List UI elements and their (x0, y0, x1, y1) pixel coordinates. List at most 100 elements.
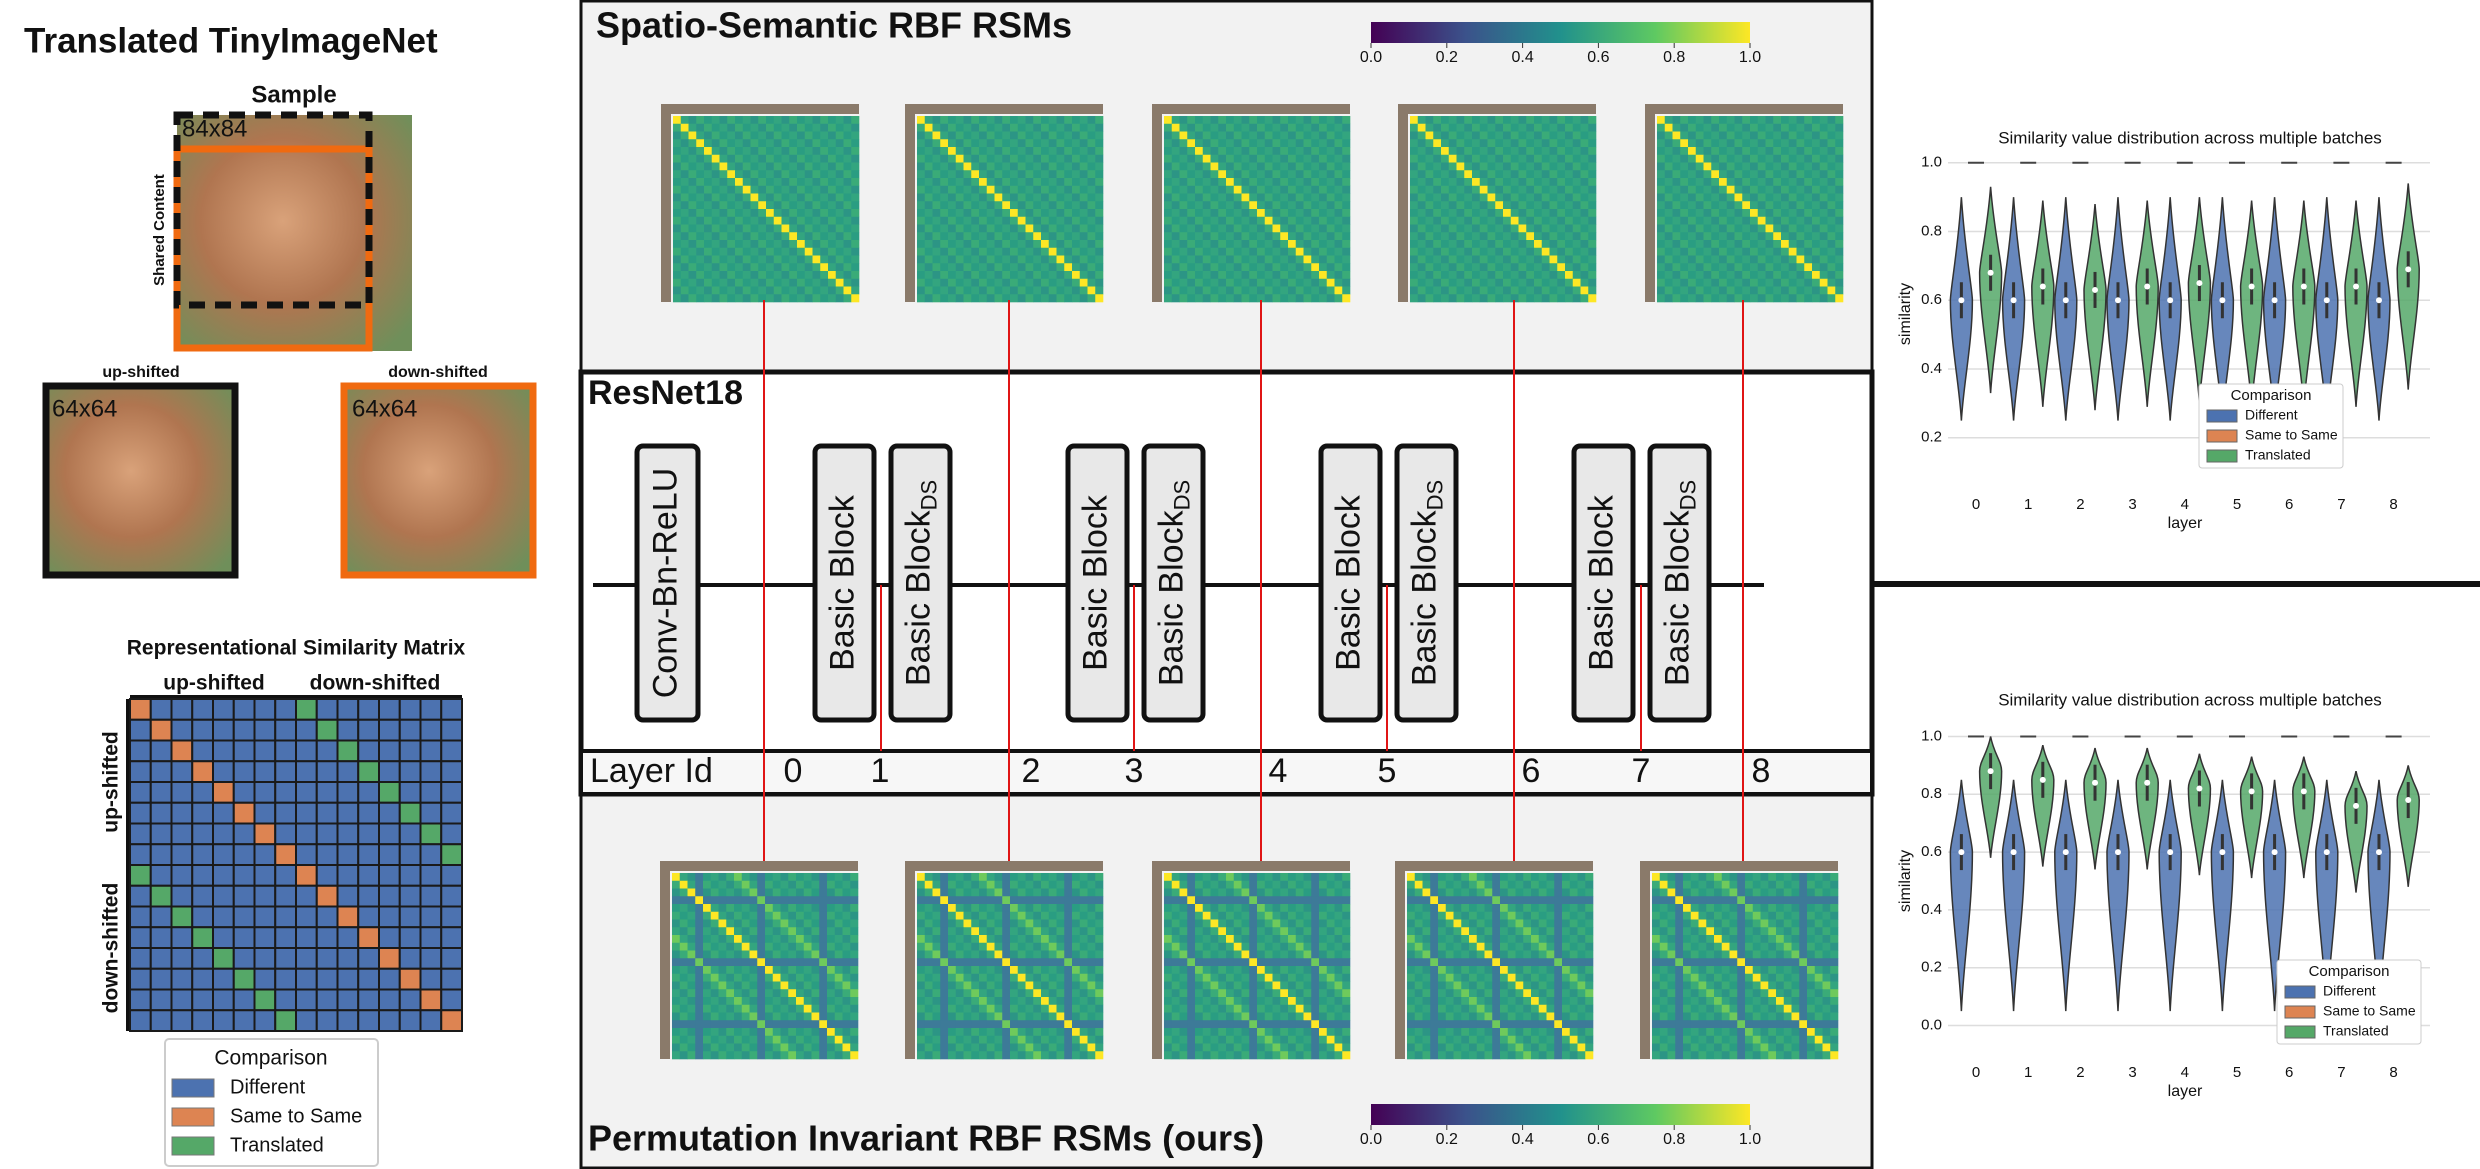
heat-cell (1503, 201, 1512, 210)
heat-cell (1326, 888, 1335, 897)
heat-cell (1534, 278, 1543, 287)
heat-cell (1433, 178, 1442, 187)
heat-cell (842, 1004, 851, 1013)
heat-cell (1311, 896, 1320, 905)
heat-cell (1503, 116, 1512, 125)
heat-cell (1210, 201, 1219, 210)
heat-cell (924, 1043, 933, 1052)
heat-cell (687, 919, 696, 928)
heat-cell (797, 139, 806, 148)
heat-cell (1064, 131, 1073, 140)
heat-cell (948, 147, 957, 156)
heat-cell (971, 1004, 980, 1013)
heat-cell (688, 178, 697, 187)
heat-cell (986, 1020, 995, 1029)
heat-cell (735, 209, 744, 218)
legend-label: Translated (230, 1134, 324, 1156)
heat-cell (727, 224, 736, 233)
heat-cell (1572, 193, 1581, 202)
heat-cell (1264, 904, 1273, 913)
heat-cell (741, 911, 750, 920)
heat-cell (1202, 919, 1211, 928)
heat-cell (1672, 201, 1681, 210)
heat-cell (1541, 271, 1550, 280)
heat-cell (734, 873, 743, 882)
heat-cell (1264, 911, 1273, 920)
heat-cell (680, 154, 689, 163)
heat-cell (1334, 216, 1343, 225)
heat-cell (1495, 263, 1504, 272)
heat-cell (1503, 123, 1512, 132)
heat-cell (1781, 247, 1790, 256)
heat-cell (828, 116, 837, 125)
heat-cell (1456, 123, 1465, 132)
heat-cell (1041, 973, 1050, 982)
heat-cell (1064, 1020, 1073, 1029)
heat-cell (1734, 123, 1743, 132)
heat-cell (1272, 989, 1281, 998)
rsm-cell (170, 760, 194, 783)
heat-cell (1064, 255, 1073, 264)
heat-cell (1796, 139, 1805, 148)
heat-cell (1017, 294, 1026, 303)
heat-cell (1233, 170, 1242, 179)
heat-cell (1734, 185, 1743, 194)
heat-cell (1202, 255, 1211, 264)
rsm-cell (191, 988, 214, 1012)
heat-cell (1781, 224, 1790, 233)
heat-cell (827, 1012, 836, 1021)
heat-cell (812, 193, 821, 202)
heat-cell (672, 873, 681, 882)
heat-cell (1580, 263, 1589, 272)
heat-cell (1719, 247, 1728, 256)
heat-cell (1410, 193, 1419, 202)
rsm-cell (336, 781, 360, 804)
heat-cell (1303, 1020, 1312, 1029)
heat-cell (1202, 263, 1211, 272)
heat-cell (932, 966, 941, 975)
heat-cell (788, 1051, 797, 1060)
heat-cell (828, 294, 837, 303)
heat-cell (1056, 147, 1065, 156)
heat-cell (1719, 209, 1728, 218)
heat-cell (1835, 193, 1844, 202)
heat-cell (1549, 209, 1558, 218)
heat-cell (940, 154, 949, 163)
heat-cell (948, 193, 957, 202)
heat-cell (1280, 116, 1289, 125)
heat-cell (1280, 147, 1289, 156)
heat-cell (803, 1028, 812, 1037)
heat-cell (1095, 1020, 1104, 1029)
heat-cell (1280, 927, 1289, 936)
heat-cell (1056, 1043, 1065, 1052)
heat-cell (1719, 294, 1728, 303)
rsm-cell (149, 988, 173, 1012)
heat-cell (1757, 123, 1766, 132)
rsm-cell (398, 884, 422, 908)
heat-cell (1456, 193, 1465, 202)
heat-cell (797, 147, 806, 156)
heat-cell (726, 935, 735, 944)
heat-cell (819, 919, 828, 928)
heat-cell (1311, 162, 1320, 171)
heat-cell (1202, 286, 1211, 295)
heat-cell (1010, 116, 1019, 125)
heat-cell (948, 942, 957, 951)
heat-cell (1311, 271, 1320, 280)
heat-cell (835, 154, 844, 163)
heat-cell (797, 278, 806, 287)
heat-cell (803, 880, 812, 889)
heat-cell (1041, 278, 1050, 287)
heat-cell (1179, 880, 1188, 889)
heat-cell (1179, 981, 1188, 990)
heat-cell (1804, 193, 1813, 202)
heat-cell (1226, 927, 1235, 936)
heat-cell (1726, 162, 1735, 171)
heat-cell (851, 131, 860, 140)
heat-cell (704, 116, 713, 125)
heat-cell (850, 1051, 859, 1060)
heat-cell (695, 997, 704, 1006)
heat-cell (1041, 904, 1050, 913)
heat-cell (986, 147, 995, 156)
heat-cell (1334, 147, 1343, 156)
